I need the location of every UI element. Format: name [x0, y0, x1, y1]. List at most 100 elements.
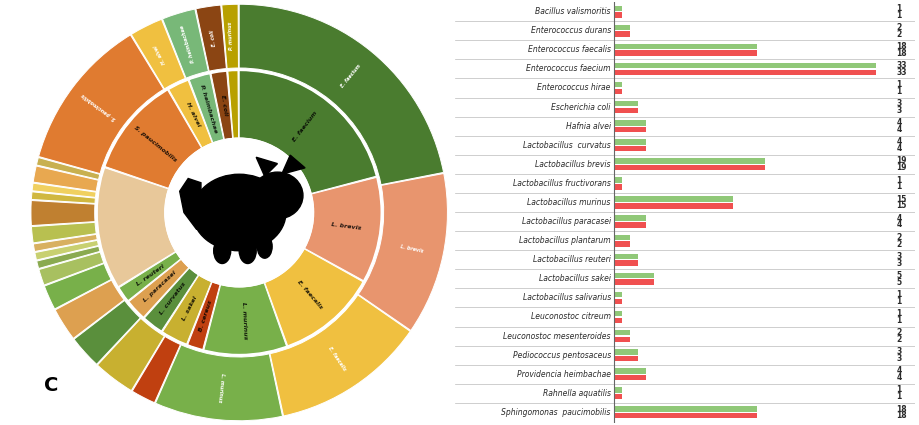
Text: P. murinus: P. murinus: [228, 22, 234, 51]
Wedge shape: [39, 252, 104, 285]
Text: Lactobacillus  curvatus: Lactobacillus curvatus: [523, 141, 610, 150]
Bar: [613, 63, 875, 68]
Bar: [613, 261, 637, 266]
Text: L. brevis: L. brevis: [331, 222, 362, 230]
Text: 4: 4: [895, 118, 901, 127]
Wedge shape: [33, 234, 97, 252]
Text: Sphingomonas  paucimobilis: Sphingomonas paucimobilis: [501, 408, 610, 417]
Wedge shape: [144, 268, 199, 332]
Bar: [613, 139, 645, 144]
Text: 2: 2: [895, 23, 901, 32]
Text: 18: 18: [895, 411, 906, 420]
Polygon shape: [255, 157, 278, 176]
Wedge shape: [105, 90, 201, 188]
Text: L. brevis: L. brevis: [400, 244, 424, 254]
Wedge shape: [37, 158, 100, 179]
Text: 4: 4: [895, 137, 901, 146]
Text: E. faecium: E. faecium: [291, 110, 318, 143]
Wedge shape: [221, 4, 238, 68]
Text: 1: 1: [895, 309, 901, 318]
Wedge shape: [163, 9, 209, 78]
Text: Providencia heimbachae: Providencia heimbachae: [516, 370, 610, 379]
Wedge shape: [74, 300, 140, 364]
Bar: [613, 44, 756, 49]
Bar: [613, 317, 621, 323]
Circle shape: [165, 138, 313, 287]
Text: 19: 19: [895, 156, 906, 165]
Ellipse shape: [192, 174, 286, 251]
Text: Lactobacillus fructivorans: Lactobacillus fructivorans: [513, 179, 610, 188]
Wedge shape: [33, 166, 98, 191]
Text: Pediococcus pentosaceus: Pediococcus pentosaceus: [512, 351, 610, 360]
Text: 1: 1: [895, 316, 901, 325]
Wedge shape: [39, 35, 164, 174]
Text: 19: 19: [895, 163, 906, 172]
Text: Lactobacillus murinus: Lactobacillus murinus: [527, 198, 610, 207]
Text: Enterococcus faecalis: Enterococcus faecalis: [528, 45, 610, 54]
Wedge shape: [162, 275, 211, 345]
Text: Enterococcus hirae: Enterococcus hirae: [537, 83, 610, 93]
Wedge shape: [55, 280, 124, 338]
Text: E. coli: E. coli: [220, 94, 227, 116]
Text: Leuconostoc citreum: Leuconostoc citreum: [530, 312, 610, 321]
Bar: [613, 82, 621, 88]
Bar: [613, 356, 637, 361]
Text: L. sakei: L. sakei: [181, 296, 198, 322]
Bar: [613, 222, 645, 228]
Text: Lactobacillus salivarius: Lactobacillus salivarius: [522, 293, 610, 303]
Text: 1: 1: [895, 4, 901, 13]
Text: P. heimbachae: P. heimbachae: [179, 24, 196, 63]
Bar: [613, 375, 645, 380]
Text: L. murinus: L. murinus: [217, 373, 225, 403]
Bar: [613, 311, 621, 316]
Wedge shape: [131, 19, 185, 89]
Text: 1: 1: [895, 11, 901, 20]
Bar: [613, 70, 875, 75]
Bar: [613, 394, 621, 400]
Wedge shape: [304, 177, 381, 281]
Text: E. faecalis: E. faecalis: [296, 280, 323, 310]
Text: Escherichia coli: Escherichia coli: [550, 102, 610, 112]
Bar: [613, 279, 653, 285]
Bar: [613, 254, 637, 259]
Text: Bacillus valismoritis: Bacillus valismoritis: [535, 7, 610, 16]
Text: 2: 2: [895, 30, 901, 39]
Text: 1: 1: [895, 392, 901, 401]
Text: Lactobacillus plantarum: Lactobacillus plantarum: [518, 236, 610, 245]
Text: 3: 3: [895, 258, 901, 268]
Text: 1: 1: [895, 385, 901, 394]
Wedge shape: [31, 192, 96, 204]
Wedge shape: [96, 167, 176, 287]
Bar: [613, 25, 630, 30]
Text: 1: 1: [895, 297, 901, 306]
Wedge shape: [239, 70, 377, 193]
Bar: [613, 387, 621, 393]
Wedge shape: [239, 4, 443, 185]
Text: E. faecium: E. faecium: [340, 64, 362, 89]
Text: 15: 15: [895, 195, 906, 204]
Text: P. heimbachae: P. heimbachae: [199, 84, 218, 133]
Bar: [613, 273, 653, 278]
Text: 33: 33: [895, 68, 906, 77]
Text: E. faecalis: E. faecalis: [327, 346, 346, 372]
Bar: [613, 330, 630, 335]
Text: 15: 15: [895, 201, 906, 210]
Text: Lactobacillus paracasei: Lactobacillus paracasei: [521, 217, 610, 226]
Text: L. murinus: L. murinus: [241, 302, 247, 340]
Text: C: C: [43, 376, 58, 395]
Bar: [613, 165, 764, 170]
Text: 4: 4: [895, 366, 901, 375]
Wedge shape: [31, 201, 95, 226]
Wedge shape: [119, 252, 181, 301]
Text: S. paucimobilis: S. paucimobilis: [133, 125, 177, 163]
Wedge shape: [228, 70, 238, 139]
Text: 🐈‍⬛: 🐈‍⬛: [238, 208, 240, 209]
Text: 18: 18: [895, 49, 906, 58]
Wedge shape: [32, 183, 96, 197]
Wedge shape: [265, 249, 363, 346]
Bar: [613, 177, 621, 183]
Wedge shape: [31, 222, 96, 243]
Text: 2: 2: [895, 335, 901, 344]
Text: 4: 4: [895, 214, 901, 223]
Text: 1: 1: [895, 176, 901, 184]
